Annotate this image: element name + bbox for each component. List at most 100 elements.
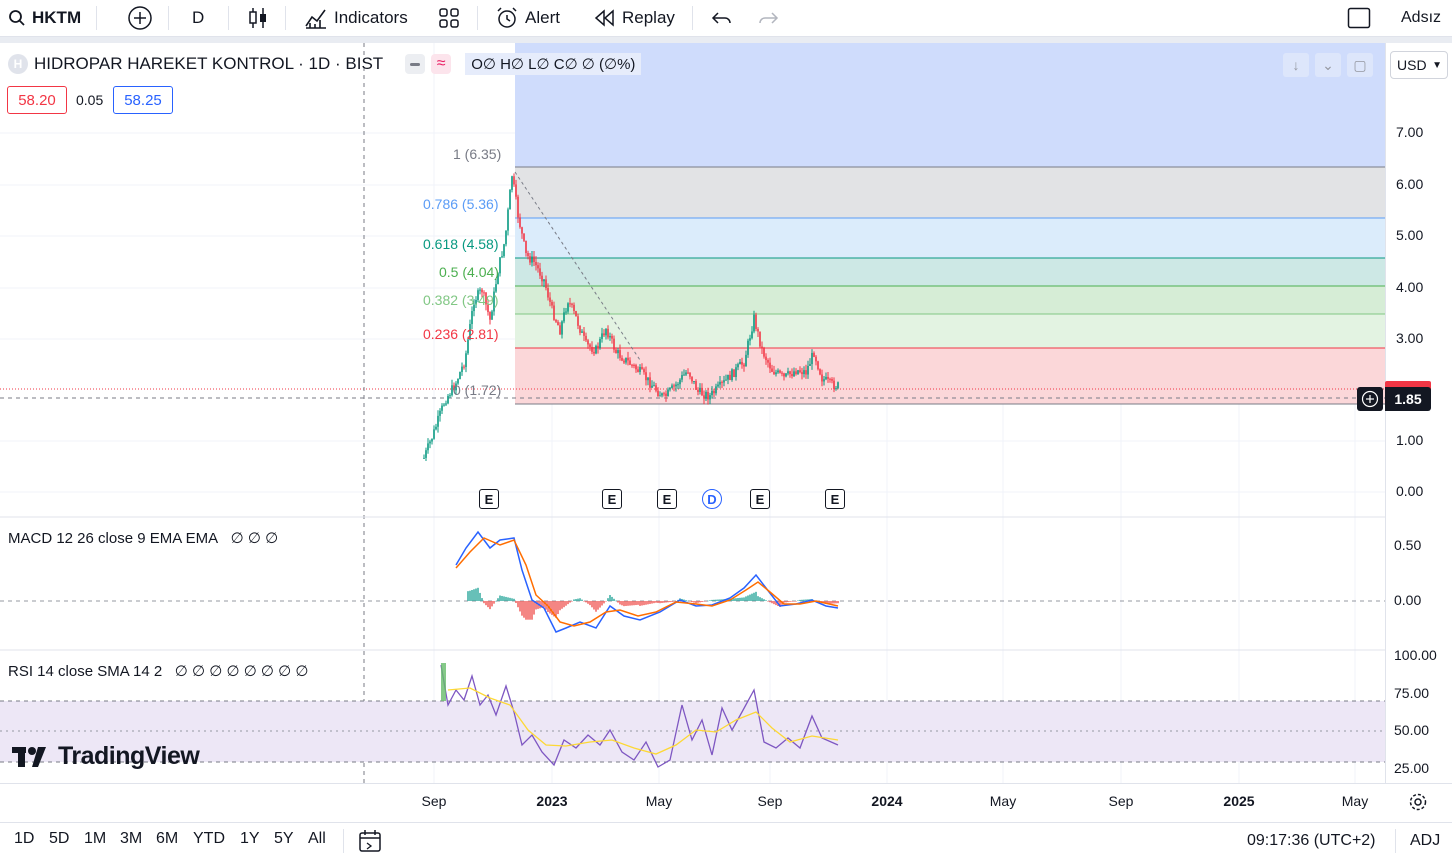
macd-hist-bar [485,601,487,606]
range-button-1d[interactable]: 1D [14,830,35,847]
candle-body [735,367,737,377]
candle-body [493,291,495,312]
macd-hist-bar [693,601,695,603]
range-button-1m[interactable]: 1M [84,830,107,847]
candle-body [799,370,801,373]
candle-body [835,388,837,390]
range-button-6m[interactable]: 6M [156,830,179,847]
range-button-3m[interactable]: 3M [120,830,143,847]
candle-body [509,189,511,210]
undo-button[interactable] [711,0,733,36]
candle-body [785,373,787,377]
macd-hist-bar [747,595,749,601]
price-scale[interactable]: USD ▼ [1385,43,1452,783]
macd-histogram [467,587,839,620]
indicators-button[interactable]: Indicators [304,0,408,36]
candle-body [551,301,553,306]
layout-name-button[interactable]: Adsız [1401,0,1441,36]
add-alert-button[interactable] [1357,387,1383,411]
range-button-all[interactable]: All [308,830,326,847]
candle-body [465,353,467,368]
chart-settings-button[interactable] [1408,792,1428,817]
range-button-ytd[interactable]: YTD [193,830,225,847]
candle-body [459,372,461,380]
chart-type-button[interactable] [247,0,269,36]
earnings-badge[interactable]: E [657,489,677,509]
macd-hist-bar [691,601,693,602]
maximize-pane-button[interactable]: ▢ [1347,53,1373,77]
earnings-badge[interactable]: E [750,489,770,509]
macd-hist-bar [703,601,705,602]
fullscreen-button[interactable] [1347,0,1371,36]
earnings-badge[interactable]: E [479,489,499,509]
clock[interactable]: 09:17:36 (UTC+2) [1247,832,1376,849]
plus-circle-icon [1361,390,1379,408]
macd-hist-bar [557,601,559,615]
approx-icon[interactable]: ≈ [431,54,452,74]
redo-button[interactable] [757,0,779,36]
macd-hist-bar [639,601,641,606]
hide-button[interactable] [405,54,426,74]
macd-hist-bar [637,601,639,605]
interval-button[interactable]: D [192,0,204,36]
adj-toggle[interactable]: ADJ [1410,832,1441,849]
alert-label: Alert [525,8,560,27]
compare-button[interactable] [127,0,153,36]
macd-hist-bar [543,601,545,608]
macd-hist-bar [631,601,633,606]
candle-body [625,357,627,363]
candle-body [801,372,803,375]
collapse-button[interactable]: ⌄ [1315,53,1341,77]
candle-body [537,265,539,269]
chart-canvas[interactable] [0,43,1385,783]
macd-hist-bar [565,601,567,606]
fib-retracement[interactable] [514,43,1385,405]
candle-body [765,356,767,361]
alert-button[interactable]: Alert [495,0,560,36]
replay-button[interactable]: Replay [594,0,675,36]
macd-hist-bar [763,599,765,601]
dividend-badge[interactable]: D [702,489,722,509]
macd-hist-bar [573,599,575,601]
templates-button[interactable] [438,0,460,36]
macd-hist-bar [491,601,493,607]
macd-hist-bar [643,601,645,606]
candle-body [613,338,615,350]
tradingview-logo[interactable]: TradingView [12,742,200,771]
range-button-5y[interactable]: 5Y [274,830,294,847]
currency-select[interactable]: USD ▼ [1390,51,1448,79]
go-to-date-button[interactable] [358,829,384,858]
candle-body [527,253,529,257]
ask-price[interactable]: 58.25 [113,86,173,114]
interval-label: D [192,8,205,27]
candle-body [425,450,427,458]
candle-body [423,457,425,459]
symbol-search[interactable]: HKTM [8,0,81,36]
candle-body [787,371,789,374]
macd-hist-bar [697,601,699,603]
macd-hist-bar [517,601,519,608]
candle-body [433,429,435,439]
candle-body [769,362,771,369]
macd-hist-bar [483,601,485,604]
symbol-legend[interactable]: H HIDROPAR HAREKET KONTROL · 1D · BIST ≈… [8,53,642,75]
bid-price[interactable]: 58.20 [7,86,67,114]
candle-body [651,385,653,388]
macd-legend[interactable]: MACD 12 26 close 9 EMA EMA ∅ ∅ ∅ [8,529,278,547]
candle-body [733,369,735,377]
scroll-down-button[interactable]: ↓ [1283,53,1309,77]
fib-level-label: 0.5 (4.04) [439,264,499,280]
rsi-legend[interactable]: RSI 14 close SMA 14 2 ∅ ∅ ∅ ∅ ∅ ∅ ∅ ∅ [8,662,308,680]
candle-body [569,303,571,305]
earnings-badge[interactable]: E [602,489,622,509]
range-button-1y[interactable]: 1Y [240,830,260,847]
macd-hist-bar [663,601,665,603]
candle-body [435,426,437,430]
candle-body [829,378,831,380]
range-button-5d[interactable]: 5D [49,830,70,847]
candle-body [455,383,457,391]
earnings-badge[interactable]: E [825,489,845,509]
macd-hist-bar [759,597,761,601]
macd-hist-bar [655,601,657,603]
macd-hist-bar [741,597,743,601]
